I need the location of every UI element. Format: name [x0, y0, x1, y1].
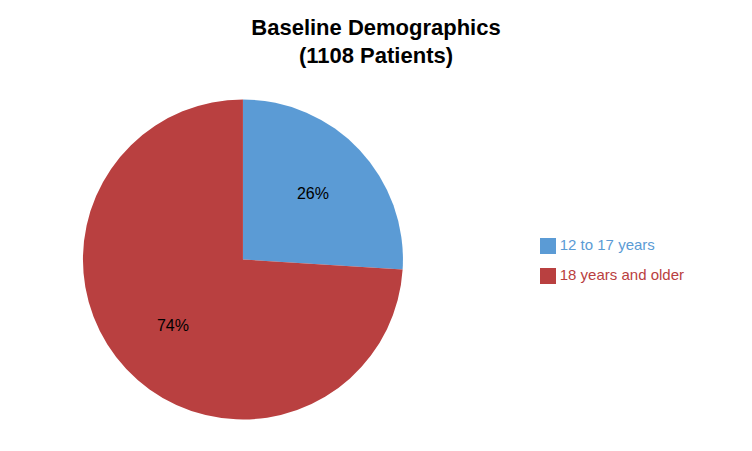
html-text:12 to 17 years: 12 to 17 years — [559, 235, 655, 253]
html-text:18 years and older: 18 years and older — [559, 265, 684, 283]
html-text:(1108 Patients): (1108 Patients) — [299, 43, 453, 68]
html-text:Baseline Demographics: Baseline Demographics — [251, 15, 501, 40]
svg-text:74%: 74% — [157, 317, 189, 334]
svg-text:26%: 26% — [297, 185, 329, 202]
